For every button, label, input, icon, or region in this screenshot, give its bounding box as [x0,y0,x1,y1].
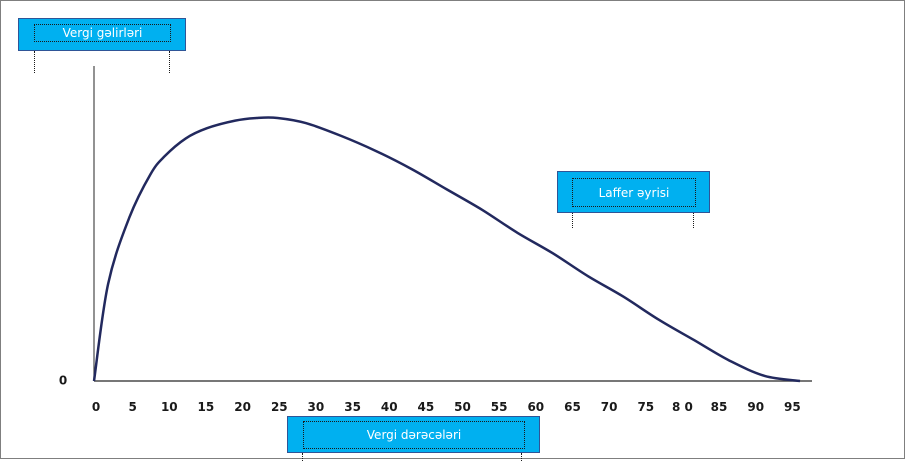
x-tick-label: 15 [198,400,215,414]
x-axis-title-box: Vergi dərəcələri [287,416,540,453]
x-tick-label: 0 [92,400,100,414]
y-axis-title-box-guide-left [34,51,35,73]
x-tick-label: 30 [308,400,325,414]
laffer-curve-line [92,116,801,383]
x-tick-label: 20 [234,400,251,414]
series-label-box: Laffer əyrisi [557,171,710,213]
x-tick-label: 75 [637,400,654,414]
x-tick-label: 50 [454,400,471,414]
x-tick-label: 90 [747,400,764,414]
x-axis-title: Vergi dərəcələri [303,421,525,449]
series-label-box-guide-right [693,213,694,228]
y-axis-title: Vergi gəlirləri [34,24,171,42]
y-origin-label: 0 [59,374,67,388]
x-tick-labels: 0 5 10 15 20 25 30 35 40 45 50 55 60 65 70 75 8 0 85 90 95 [92,400,801,414]
x-tick-label: 35 [344,400,361,414]
x-tick-label: 55 [491,400,508,414]
y-axis-title-box: Vergi gəlirləri [18,18,186,51]
x-axis-title-box-guide-right [521,453,522,461]
x-tick-label: 10 [161,400,178,414]
x-tick-label: 25 [271,400,288,414]
x-tick-label: 45 [418,400,435,414]
x-tick-label: 5 [129,400,137,414]
x-tick-label: 40 [381,400,398,414]
x-tick-label: 65 [564,400,581,414]
x-tick-label: 70 [601,400,618,414]
series-label-box-guide-left [572,213,573,228]
x-tick-label: 95 [784,400,801,414]
x-tick-label: 85 [711,400,728,414]
y-axis-title-box-guide-right [169,51,170,73]
x-tick-label: 60 [527,400,544,414]
series-label: Laffer əyrisi [572,178,696,207]
x-tick-label: 8 0 [672,400,693,414]
x-axis-title-box-guide-left [302,453,303,461]
